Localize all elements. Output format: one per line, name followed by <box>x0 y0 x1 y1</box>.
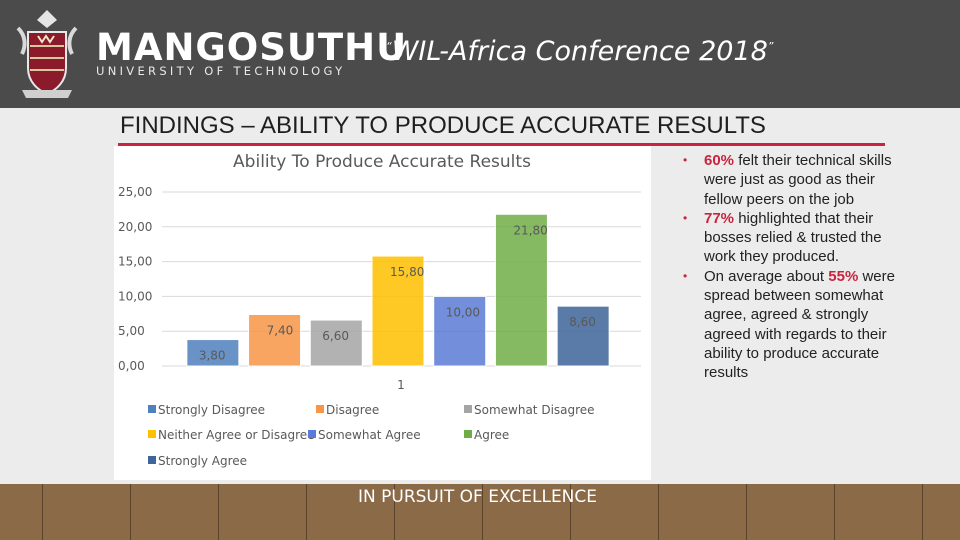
bar-strongly-agree <box>556 305 610 367</box>
bar-somewhat-agree <box>433 295 487 367</box>
finding-percent: 77% <box>704 209 735 227</box>
data-label: 10,00 <box>446 305 480 319</box>
legend-swatch <box>148 456 156 464</box>
conference-title-text: WIL-Africa Conference 2018 <box>391 36 768 67</box>
finding-text: On average about <box>704 267 829 285</box>
legend-swatch <box>148 430 156 438</box>
legend-label: Strongly Disagree <box>158 403 265 417</box>
chart-title: Ability To Produce Accurate Results <box>233 152 531 172</box>
footer-motto: IN PURSUIT OF EXCELLENCE <box>358 487 598 507</box>
data-label: 6,60 <box>322 329 349 343</box>
wood-floor <box>0 484 960 540</box>
y-tick-label: 5,00 <box>118 324 145 338</box>
legend-label: Disagree <box>326 403 379 417</box>
conference-title: “WIL-Africa Conference 2018” <box>386 36 773 67</box>
close-quote: ” <box>767 40 774 53</box>
open-quote: “ <box>386 40 392 53</box>
floor-plank-seam <box>834 484 835 540</box>
chart-panel: Ability To Produce Accurate Results 0,00 5… <box>114 146 651 480</box>
bullet-icon: • <box>683 268 688 283</box>
bar-disagree <box>248 313 302 367</box>
floor-plank-seam <box>42 484 43 540</box>
bar-chart: Ability To Produce Accurate Results 0,00 5… <box>118 152 641 468</box>
data-label: 15,80 <box>390 265 424 279</box>
legend-swatch <box>308 430 316 438</box>
legend-swatch <box>316 405 324 413</box>
floor-plank-seam <box>570 484 571 540</box>
logo-name: MANGOSUTHU <box>96 26 408 69</box>
logo-subtitle: UNIVERSITY OF TECHNOLOGY <box>96 64 346 78</box>
legend-label: Neither Agree or Disagree <box>158 428 315 442</box>
finding-item: • 60% felt their technical skills were ju… <box>676 151 896 209</box>
header-bar: MANGOSUTHU UNIVERSITY OF TECHNOLOGY “WIL… <box>0 0 960 108</box>
floor-plank-seam <box>306 484 307 540</box>
floor-plank-seam <box>922 484 923 540</box>
page-title: FINDINGS – ABILITY TO PRODUCE ACCURATE R… <box>120 112 766 139</box>
x-tick-label: 1 <box>397 378 405 392</box>
floor-plank-seam <box>482 484 483 540</box>
bar-somewhat-disagree <box>309 319 363 367</box>
legend-label: Somewhat Agree <box>318 428 421 442</box>
y-tick-label: 20,00 <box>118 220 152 234</box>
y-tick-label: 10,00 <box>118 289 152 303</box>
legend-label: Somewhat Disagree <box>474 403 595 417</box>
data-label: 7,40 <box>267 323 294 337</box>
floor-plank-seam <box>658 484 659 540</box>
bar-neither-agree-or-disagree <box>371 255 425 367</box>
legend-label: Agree <box>474 428 509 442</box>
y-tick-label: 15,00 <box>118 255 152 269</box>
bar-strongly-disagree <box>186 339 240 367</box>
finding-percent: 60% <box>704 152 735 169</box>
finding-item: • On average about 55% were spread betwee… <box>676 267 896 383</box>
y-tick-label: 0,00 <box>118 359 145 373</box>
data-label: 3,80 <box>199 349 226 363</box>
finding-item: • 77% highlighted that their bosses relie… <box>676 209 896 267</box>
floor-plank-seam <box>130 484 131 540</box>
bullet-icon: • <box>683 210 688 225</box>
data-label: 21,80 <box>513 223 547 237</box>
legend-swatch <box>148 405 156 413</box>
findings-list: • 60% felt their technical skills were ju… <box>676 151 896 383</box>
data-label: 8,60 <box>569 315 596 329</box>
bar-agree <box>494 213 548 367</box>
floor-plank-seam <box>218 484 219 540</box>
finding-text: were spread between somewhat agree, agre… <box>704 267 895 382</box>
finding-text: highlighted that their bosses relied & t… <box>704 209 882 266</box>
finding-text: felt their technical skills were just as… <box>704 152 892 208</box>
y-tick-label: 25,00 <box>118 185 152 199</box>
finding-percent: 55% <box>828 267 859 285</box>
title-divider <box>118 143 885 146</box>
legend-label: Strongly Agree <box>158 454 247 468</box>
floor-plank-seam <box>394 484 395 540</box>
floor-plank-seam <box>746 484 747 540</box>
university-crest-icon <box>16 10 78 98</box>
legend-swatch <box>464 405 472 413</box>
legend-swatch <box>464 430 472 438</box>
bullet-icon: • <box>683 153 688 167</box>
